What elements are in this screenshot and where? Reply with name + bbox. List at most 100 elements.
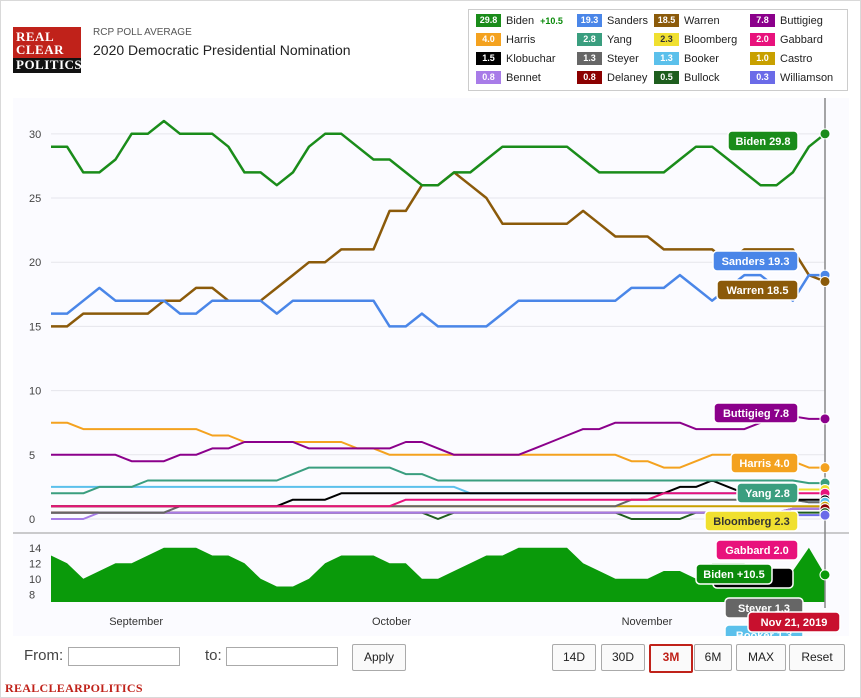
legend-item-buttigieg[interactable]: 7.8 Buttigieg (750, 13, 823, 28)
logo-line-2: CLEAR (16, 42, 65, 57)
y-tick-label: 15 (29, 321, 41, 333)
series-end-label-gabbard: Gabbard 2.0 (725, 545, 789, 557)
logo-line-1: REAL (16, 29, 55, 44)
to-date-input[interactable] (226, 647, 338, 666)
series-line-sanders (51, 273, 825, 328)
legend-value-badge: 1.0 (750, 52, 775, 65)
legend-name: Gabbard (780, 33, 823, 46)
series-line-yang (51, 466, 825, 495)
legend-item-steyer[interactable]: 1.3 Steyer (577, 51, 639, 66)
series-end-label-buttigieg: Buttigieg 7.8 (723, 408, 789, 420)
overflow-label-booker: Booker 1.3 (736, 630, 792, 636)
endpoint-marker (819, 413, 831, 425)
plot-background (13, 98, 849, 636)
series-line-biden (51, 119, 826, 187)
legend-name: Bennet (506, 71, 541, 84)
spread-tick-label: 12 (29, 558, 41, 570)
series-end-label-sanders: Sanders 19.3 (722, 256, 790, 268)
legend-value-badge: 7.8 (750, 14, 775, 27)
x-tick-label: September (109, 616, 163, 628)
apply-button[interactable]: Apply (352, 644, 406, 671)
legend-value-badge: 29.8 (476, 14, 501, 27)
footer-brand: REALCLEARPOLITICS (5, 681, 143, 695)
spread-endpoint-marker (819, 569, 831, 581)
range-max-button[interactable]: MAX (736, 644, 786, 671)
legend-name: Yang (607, 33, 632, 46)
date-tooltip-box (747, 611, 841, 633)
series-end-label-harris: Harris 4.0 (739, 458, 789, 470)
spread-end-label: Biden +10.5 (703, 569, 764, 581)
rcp-logo: REAL CLEAR POLITICS (13, 27, 83, 73)
date-tooltip: Nov 21, 2019 (761, 617, 828, 629)
spread-tick-label: 8 (29, 589, 35, 601)
y-tick-label: 20 (29, 257, 41, 269)
legend-item-bennet[interactable]: 0.8 Bennet (476, 70, 541, 85)
endpoint-marker (819, 128, 831, 140)
series-end-label-warren-box (716, 279, 799, 301)
legend-value-badge: 1.5 (476, 52, 501, 65)
legend-name: Booker (684, 52, 719, 65)
candidate-legend: 29.8 Biden +10.5 19.3 Sanders 18.5 Warren 7.8 Bu… (468, 9, 848, 91)
range-controls: From: to: Apply 14D 30D 3M 6M MAX Reset (0, 640, 861, 678)
legend-name: Bullock (684, 71, 720, 84)
legend-value-badge: 1.3 (654, 52, 679, 65)
legend-name: Warren (684, 14, 720, 27)
legend-item-yang[interactable]: 2.8 Yang (577, 32, 632, 47)
series-end-label-buttigieg-box (713, 402, 799, 424)
legend-item-sanders[interactable]: 19.3 Sanders (577, 13, 648, 28)
endpoint-marker (819, 275, 831, 287)
spread-end-label-box (695, 563, 773, 585)
legend-value-badge: 19.3 (577, 14, 602, 27)
legend-item-bloomberg[interactable]: 2.3 Bloomberg (654, 32, 737, 47)
legend-item-delaney[interactable]: 0.8 Delaney (577, 70, 647, 85)
legend-item-harris[interactable]: 4.0 Harris (476, 32, 535, 47)
legend-value-badge: 0.8 (476, 71, 501, 84)
spread-area (51, 547, 825, 602)
range-30d-button[interactable]: 30D (601, 644, 645, 671)
series-end-label-bloomberg-box (704, 510, 799, 532)
y-tick-label: 10 (29, 386, 41, 398)
legend-name: Williamson (780, 71, 834, 84)
legend-name: Harris (506, 33, 536, 46)
reset-button[interactable]: Reset (789, 644, 845, 671)
series-line-buttigieg (51, 415, 825, 463)
legend-item-castro[interactable]: 1.0 Castro (750, 51, 812, 66)
legend-name: Castro (780, 52, 813, 65)
legend-value-badge: 2.8 (577, 33, 602, 46)
legend-value-badge: 18.5 (654, 14, 679, 27)
legend-name: Biden (506, 14, 535, 27)
legend-item-booker[interactable]: 1.3 Booker (654, 51, 719, 66)
series-line-bennet (51, 507, 825, 520)
range-3m-button[interactable]: 3M (649, 644, 693, 673)
legend-value-badge: 1.3 (577, 52, 602, 65)
series-end-label-yang: Yang 2.8 (745, 488, 790, 500)
x-tick-label: November (622, 616, 673, 628)
legend-name: Bloomberg (684, 33, 738, 46)
from-label: From: (24, 647, 64, 664)
from-date-input[interactable] (68, 647, 180, 666)
series-line-harris (51, 421, 825, 469)
legend-item-bullock[interactable]: 0.5 Bullock (654, 70, 719, 85)
spread-tick-label: 10 (29, 574, 41, 586)
range-14d-button[interactable]: 14D (552, 644, 596, 671)
legend-name: Klobuchar (506, 52, 556, 65)
y-tick-label: 5 (29, 450, 35, 462)
series-line-gabbard (51, 492, 825, 508)
series-end-label-biden: Biden 29.8 (735, 136, 790, 148)
series-end-label-yang-box (736, 482, 799, 504)
legend-item-warren[interactable]: 18.5 Warren (654, 13, 720, 28)
logo-red-block (13, 27, 81, 58)
series-end-label-harris-box (730, 452, 799, 474)
legend-value-badge: 2.3 (654, 33, 679, 46)
endpoint-marker (819, 509, 831, 521)
range-6m-button[interactable]: 6M (694, 644, 732, 671)
legend-value-badge: 0.5 (654, 71, 679, 84)
legend-item-biden[interactable]: 29.8 Biden +10.5 (476, 13, 563, 28)
legend-value-badge: 2.0 (750, 33, 775, 46)
poll-chart[interactable]: 0 5 10 15 20 25 30 8 10 12 14 September October Novem… (13, 98, 849, 636)
legend-item-gabbard[interactable]: 2.0 Gabbard (750, 32, 823, 47)
legend-item-williamson[interactable]: 0.3 Williamson (750, 70, 833, 85)
legend-item-klobuchar[interactable]: 1.5 Klobuchar (476, 51, 556, 66)
series-end-label-bloomberg: Bloomberg 2.3 (713, 516, 789, 528)
logo-line-3: POLITICS (16, 57, 83, 72)
